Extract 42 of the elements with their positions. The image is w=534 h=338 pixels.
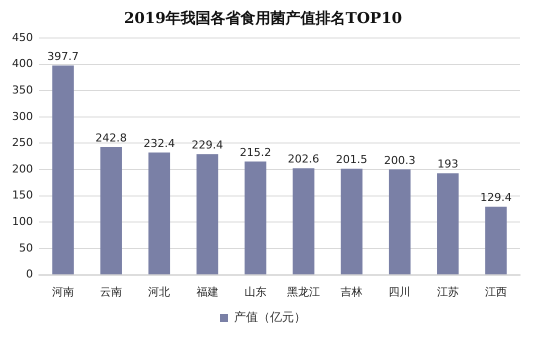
y-tick-label: 150 <box>12 188 33 202</box>
data-label: 229.4 <box>192 138 224 152</box>
data-label: 193 <box>437 158 458 171</box>
y-tick-label: 250 <box>12 136 33 150</box>
bar <box>100 147 122 274</box>
bar <box>244 162 266 274</box>
data-label: 215.2 <box>240 146 272 159</box>
bar <box>196 154 218 274</box>
x-tick-label: 四川 <box>388 285 411 298</box>
x-tick-label: 江苏 <box>436 285 459 298</box>
y-tick-label: 300 <box>12 110 33 123</box>
data-label: 201.5 <box>336 153 368 166</box>
x-tick-label: 黑龙江 <box>287 285 320 298</box>
x-tick-label: 河北 <box>148 285 170 298</box>
data-label: 232.4 <box>143 136 175 150</box>
bar <box>437 173 459 274</box>
x-tick-label: 福建 <box>196 285 218 298</box>
bar <box>292 168 314 274</box>
data-label: 397.7 <box>47 50 79 63</box>
bar <box>485 206 507 274</box>
y-tick-label: 50 <box>18 241 33 254</box>
y-tick-label: 100 <box>12 215 33 228</box>
data-label: 129.4 <box>480 191 512 204</box>
y-tick-label: 450 <box>12 30 33 44</box>
bar <box>388 169 411 274</box>
x-tick-label: 吉林 <box>340 285 363 298</box>
x-tick-label: 云南 <box>100 285 122 298</box>
data-label: 242.8 <box>95 131 127 144</box>
data-label: 200.3 <box>384 154 416 167</box>
chart-title: 2019年我国各省食用菌产值排名TOP10 <box>124 8 402 27</box>
y-tick-label: 200 <box>12 162 33 176</box>
bar <box>52 66 74 274</box>
y-tick-label: 0 <box>26 268 33 281</box>
legend-label: 产值（亿元） <box>234 310 306 324</box>
x-tick-label: 河南 <box>52 285 74 298</box>
x-tick-label: 山东 <box>244 285 266 298</box>
y-tick-label: 350 <box>12 83 33 96</box>
bar <box>340 168 362 274</box>
data-label: 202.6 <box>288 152 320 166</box>
bar <box>148 152 170 274</box>
x-tick-label: 江西 <box>484 285 507 298</box>
y-tick-label: 400 <box>12 57 33 70</box>
